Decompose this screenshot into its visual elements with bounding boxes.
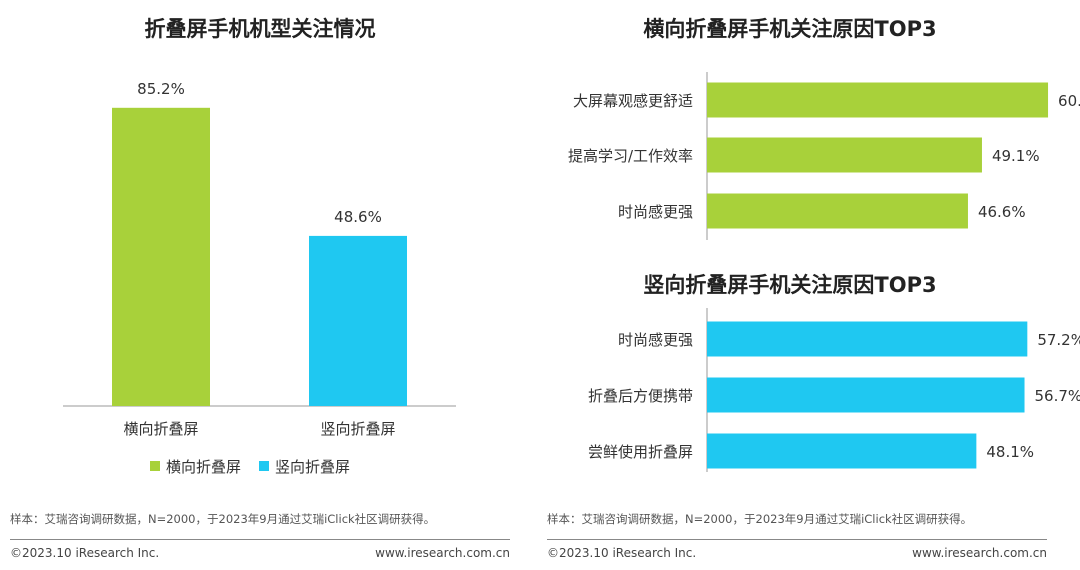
chart-title-horizontal-reasons: 横向折叠屏手机关注原因TOP3	[643, 17, 937, 41]
hbar-value-label-2-2: 48.1%	[986, 443, 1034, 461]
sample-note-right: 样本：艾瑞咨询调研数据，N=2000，于2023年9月通过艾瑞iClick社区调…	[547, 512, 973, 526]
legend-swatch-green	[150, 461, 160, 471]
y-tick-label-2-1: 折叠后方便携带	[588, 387, 693, 405]
y-tick-label-2-2: 尝鲜使用折叠屏	[588, 443, 693, 461]
chart-title-model-attention: 折叠屏手机机型关注情况	[144, 17, 376, 41]
legend-item-vertical: 竖向折叠屏	[259, 456, 350, 477]
hbar-1-2	[707, 193, 968, 229]
y-tick-label-2-0: 时尚感更强	[618, 331, 693, 349]
footer-divider-left	[10, 539, 510, 540]
legend-label-horizontal: 横向折叠屏	[166, 457, 242, 476]
hbar-1-1	[707, 137, 982, 173]
hbar-2-0	[707, 321, 1028, 357]
copyright-left: ©2023.10 iResearch Inc.	[10, 546, 160, 560]
bar-0	[112, 107, 210, 407]
legend-item-horizontal: 横向折叠屏	[150, 456, 241, 477]
website-link-right[interactable]: www.iresearch.com.cn	[912, 546, 1047, 560]
charts-canvas: 85.2% 横向折叠屏 48.6% 竖向折叠屏 60.9% 大屏幕观感更舒适 49.1% 提高…	[63, 72, 1080, 472]
legend-label-vertical: 竖向折叠屏	[275, 457, 351, 476]
website-link-left[interactable]: www.iresearch.com.cn	[375, 546, 510, 560]
legend: 横向折叠屏 竖向折叠屏	[150, 456, 350, 476]
x-tick-label-1: 竖向折叠屏	[320, 420, 395, 438]
bar-value-label-1: 48.6%	[334, 208, 382, 226]
hbar-value-label-1-1: 49.1%	[992, 147, 1040, 165]
y-tick-label-1-2: 时尚感更强	[618, 203, 693, 221]
copyright-right: ©2023.10 iResearch Inc.	[547, 546, 697, 560]
hbar-2-1	[707, 377, 1025, 413]
sample-note-left: 样本：艾瑞咨询调研数据，N=2000，于2023年9月通过艾瑞iClick社区调…	[10, 512, 436, 526]
x-tick-label-0: 横向折叠屏	[123, 420, 198, 438]
hbar-value-label-2-1: 56.7%	[1035, 387, 1080, 405]
bar-1	[309, 235, 407, 406]
bar-value-label-0: 85.2%	[137, 80, 185, 98]
chart-title-vertical-reasons: 竖向折叠屏手机关注原因TOP3	[643, 273, 937, 297]
legend-swatch-blue	[259, 461, 270, 471]
hbar-value-label-2-0: 57.2%	[1037, 331, 1080, 349]
hbar-value-label-1-0: 60.9%	[1058, 92, 1080, 110]
footer-divider-right	[547, 539, 1047, 540]
hbar-value-label-1-2: 46.6%	[978, 203, 1026, 221]
hbar-2-2	[707, 433, 977, 469]
y-tick-label-1-1: 提高学习/工作效率	[568, 147, 693, 165]
hbar-1-0	[707, 82, 1049, 118]
y-tick-label-1-0: 大屏幕观感更舒适	[573, 92, 693, 110]
